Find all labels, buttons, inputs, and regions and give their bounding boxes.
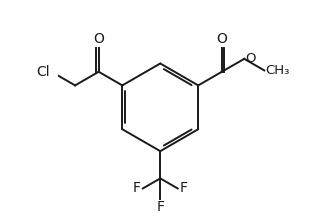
Text: Cl: Cl [36, 65, 50, 79]
Text: F: F [156, 200, 164, 215]
Text: F: F [133, 181, 141, 196]
Text: O: O [216, 32, 227, 46]
Text: F: F [180, 181, 187, 196]
Text: CH₃: CH₃ [266, 64, 290, 77]
Text: O: O [246, 52, 256, 65]
Text: O: O [93, 32, 104, 46]
